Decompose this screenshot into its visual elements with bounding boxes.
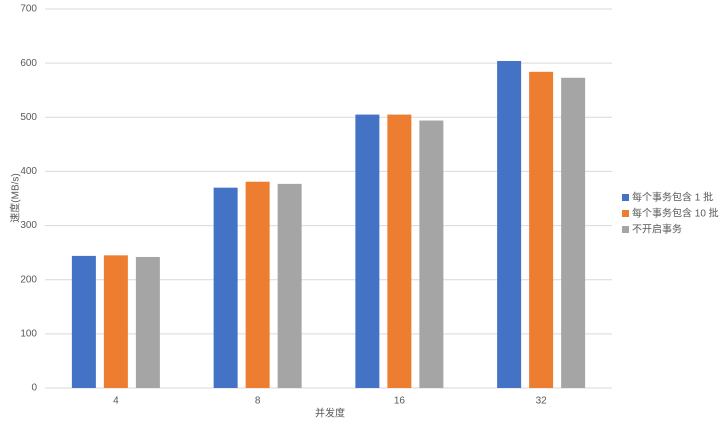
bar: [277, 183, 302, 388]
bar: [497, 60, 522, 388]
bar: [103, 255, 128, 388]
legend-label: 不开启事务: [632, 223, 682, 236]
y-tick-label: 400: [20, 166, 37, 177]
bar: [387, 114, 412, 388]
bar: [135, 256, 160, 388]
bar: [213, 187, 238, 388]
x-tick-label: 4: [113, 396, 119, 407]
legend-label: 每个事务包含 1 批: [632, 191, 713, 204]
x-tick-label: 16: [394, 396, 406, 407]
legend-swatch: [622, 226, 629, 233]
x-tick-label: 8: [255, 396, 261, 407]
bar: [529, 71, 554, 388]
y-tick-label: 700: [20, 4, 37, 15]
y-tick-label: 100: [20, 328, 37, 339]
y-tick-label: 0: [31, 383, 37, 394]
x-tick-label: 32: [536, 396, 548, 407]
bar: [355, 114, 380, 388]
bar: [245, 181, 270, 388]
y-tick-label: 300: [20, 220, 37, 231]
bar: [561, 77, 586, 389]
y-tick-label: 200: [20, 274, 37, 285]
bar: [419, 120, 444, 388]
y-tick-label: 600: [20, 58, 37, 69]
y-axis-label: 速度(MB/s): [9, 173, 22, 222]
x-axis-label: 并发度: [315, 407, 345, 420]
legend-swatch: [622, 210, 629, 217]
bar: [71, 255, 96, 388]
legend-swatch: [622, 194, 629, 201]
legend-label: 每个事务包含 10 批: [632, 207, 719, 220]
y-tick-label: 500: [20, 112, 37, 123]
